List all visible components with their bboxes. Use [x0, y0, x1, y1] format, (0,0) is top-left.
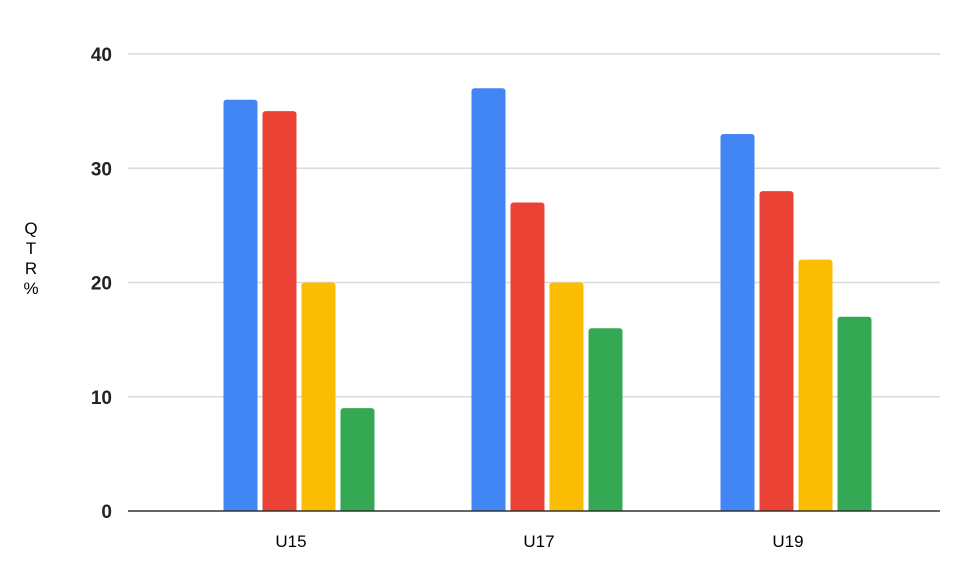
y-tick-labels: 0 10 20 30 40 [91, 45, 112, 523]
bar-u19-3 [798, 259, 833, 511]
bar-base [510, 507, 545, 511]
bar-base [223, 507, 258, 511]
bar-base [588, 507, 623, 511]
bar-u17-4 [588, 328, 623, 511]
bar-u17-2 [510, 202, 545, 511]
bars [223, 88, 872, 512]
y-tick-label: 30 [91, 159, 112, 180]
bar-u19-1 [720, 133, 755, 511]
bar-u17-3 [549, 282, 584, 511]
bar-base [798, 507, 833, 511]
bar-base [471, 507, 506, 511]
bar-base [759, 507, 794, 511]
x-tick-label: U19 [772, 532, 803, 551]
x-tick-label: U17 [523, 532, 554, 551]
bar-u15-4 [340, 408, 375, 511]
y-tick-label: 40 [91, 45, 112, 66]
y-tick-label: 10 [91, 388, 112, 409]
y-tick-label: 20 [91, 274, 112, 295]
bar-u17-1 [471, 88, 506, 512]
bar-u19-4 [837, 316, 872, 511]
x-tick-label: U15 [275, 532, 306, 551]
bar-u15-3 [301, 282, 336, 511]
bar-u15-2 [262, 111, 297, 511]
bar-base [301, 507, 336, 511]
y-axis-label: Q T R% [23, 219, 38, 298]
bar-base [340, 507, 375, 511]
bar-base [720, 507, 755, 511]
bar-u15-1 [223, 99, 258, 511]
bar-base [262, 507, 297, 511]
bar-base [549, 507, 584, 511]
bar-base [837, 507, 872, 511]
y-tick-label: 0 [101, 502, 112, 523]
bar-u19-2 [759, 191, 794, 511]
x-tick-labels: U15 U17 U19 [275, 532, 803, 551]
